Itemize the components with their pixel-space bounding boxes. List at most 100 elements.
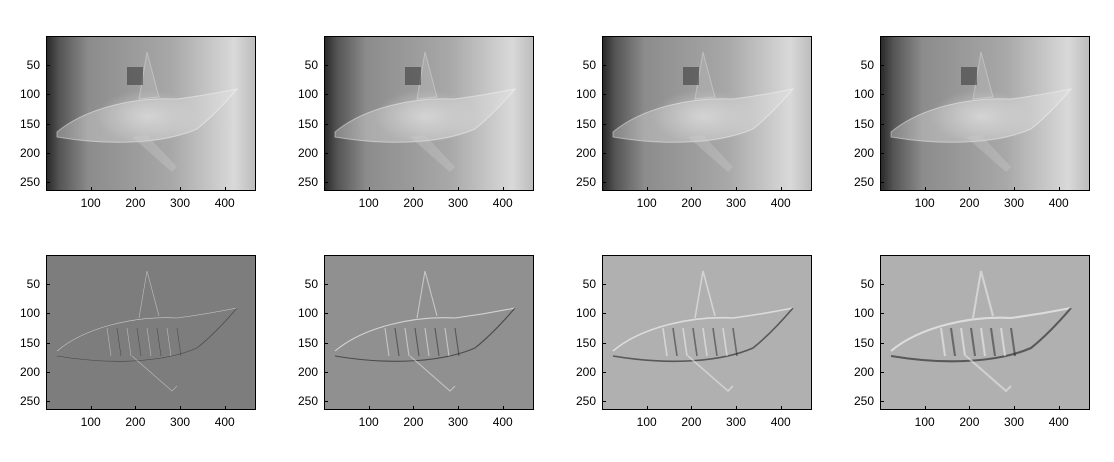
- x-tick-mark: [1058, 187, 1060, 191]
- y-tick-label: 200: [297, 364, 318, 379]
- y-tick-mark: [880, 152, 884, 154]
- y-tick-label: 200: [19, 364, 40, 379]
- y-tick-mark: [880, 401, 884, 403]
- y-tick-mark: [602, 65, 606, 67]
- y-tick-label: 200: [575, 364, 596, 379]
- x-tick-label: 100: [80, 196, 101, 210]
- y-tick-mark: [46, 94, 50, 96]
- axes-frame: [46, 36, 256, 191]
- y-tick-mark: [880, 182, 884, 184]
- y-tick-mark: [46, 65, 50, 67]
- shark-edges: [334, 270, 516, 392]
- shark-shape: [334, 51, 517, 172]
- axes-frame: [880, 255, 1090, 410]
- x-tick-mark: [135, 187, 137, 191]
- y-tick-label: 100: [853, 306, 874, 321]
- x-tick-mark: [502, 187, 504, 191]
- x-tick-mark: [780, 187, 782, 191]
- y-tick-label: 250: [19, 394, 40, 409]
- image-panel-r2c4: 50 100 150 200 250 100 200 300 400: [854, 255, 1090, 429]
- x-tick-mark: [368, 406, 370, 410]
- reconstructed-image: [881, 37, 1089, 190]
- y-tick-label: 250: [575, 394, 596, 409]
- y-tick-mark: [602, 284, 606, 286]
- y-tick-mark: [880, 313, 884, 315]
- x-tick-mark: [736, 406, 738, 410]
- shark-shape: [612, 51, 795, 172]
- x-tick-mark: [90, 187, 92, 191]
- y-tick-label: 250: [297, 394, 318, 409]
- y-tick-label: 250: [575, 175, 596, 190]
- y-tick-mark: [324, 284, 328, 286]
- image-panel-r1c4: 50 100 150 200 250 100 200 300 400: [854, 36, 1090, 210]
- x-tick-label: 200: [125, 196, 146, 210]
- y-tick-label: 250: [19, 175, 40, 190]
- axes-frame: [880, 36, 1090, 191]
- y-tick-mark: [602, 313, 606, 315]
- y-tick-mark: [602, 371, 606, 373]
- shark-edges: [612, 270, 794, 393]
- y-tick-label: 100: [19, 306, 40, 321]
- x-tick-label: 100: [358, 196, 379, 210]
- y-tick-label: 150: [575, 335, 596, 350]
- image-panel-r1c2: 50 100 150 200 250 100 200 300 400: [298, 36, 534, 210]
- y-tick-label: 50: [582, 58, 596, 73]
- x-tick-mark: [224, 406, 226, 410]
- y-tick-mark: [324, 65, 328, 67]
- x-tick-label: 300: [1004, 415, 1025, 429]
- x-tick-label: 200: [681, 196, 702, 210]
- x-tick-mark: [646, 187, 648, 191]
- x-tick-mark: [691, 406, 693, 410]
- y-tick-label: 200: [297, 145, 318, 160]
- shark-shape: [890, 51, 1073, 172]
- y-tick-mark: [324, 371, 328, 373]
- x-tick-mark: [969, 406, 971, 410]
- y-tick-label: 50: [26, 58, 40, 73]
- x-tick-label: 300: [448, 196, 469, 210]
- y-tick-mark: [46, 182, 50, 184]
- x-tick-mark: [780, 406, 782, 410]
- x-tick-label: 300: [1004, 196, 1025, 210]
- x-tick-mark: [1058, 406, 1060, 410]
- x-tick-mark: [924, 187, 926, 191]
- x-tick-mark: [413, 406, 415, 410]
- axes-frame: [602, 255, 812, 410]
- y-tick-mark: [324, 342, 328, 344]
- image-panel-r1c1: 50 100 150 200 250 100 200 300 400: [20, 36, 256, 210]
- image-panel-r2c1: 50 100 150 200 250 100 200 300 400: [20, 255, 256, 429]
- image-panel-r2c3: 50 100 150 200 250 100 200 300 400: [576, 255, 812, 429]
- y-tick-mark: [324, 94, 328, 96]
- x-tick-mark: [180, 406, 182, 410]
- shark-edges: [890, 270, 1072, 393]
- x-tick-label: 300: [448, 415, 469, 429]
- y-tick-mark: [324, 123, 328, 125]
- x-tick-mark: [224, 187, 226, 191]
- y-tick-label: 50: [582, 277, 596, 292]
- reconstructed-image: [47, 37, 255, 190]
- x-tick-label: 200: [959, 415, 980, 429]
- x-tick-label: 400: [1048, 415, 1069, 429]
- y-tick-mark: [602, 182, 606, 184]
- x-tick-label: 100: [80, 415, 101, 429]
- y-tick-label: 200: [853, 145, 874, 160]
- y-tick-mark: [46, 123, 50, 125]
- x-tick-label: 100: [636, 415, 657, 429]
- detail-image: [881, 256, 1089, 409]
- y-tick-label: 200: [575, 145, 596, 160]
- x-tick-mark: [135, 406, 137, 410]
- y-tick-mark: [602, 94, 606, 96]
- x-tick-mark: [1014, 406, 1016, 410]
- x-tick-label: 100: [914, 196, 935, 210]
- x-tick-label: 400: [214, 196, 235, 210]
- y-tick-label: 150: [853, 116, 874, 131]
- y-tick-label: 150: [297, 335, 318, 350]
- y-tick-mark: [880, 123, 884, 125]
- detail-image: [325, 256, 533, 409]
- y-tick-mark: [324, 182, 328, 184]
- x-tick-mark: [1014, 187, 1016, 191]
- y-tick-mark: [46, 342, 50, 344]
- y-tick-label: 250: [297, 175, 318, 190]
- shark-edges: [56, 270, 238, 392]
- x-tick-mark: [924, 406, 926, 410]
- image-panel-r1c3: 50 100 150 200 250 100 200 300 400: [576, 36, 812, 210]
